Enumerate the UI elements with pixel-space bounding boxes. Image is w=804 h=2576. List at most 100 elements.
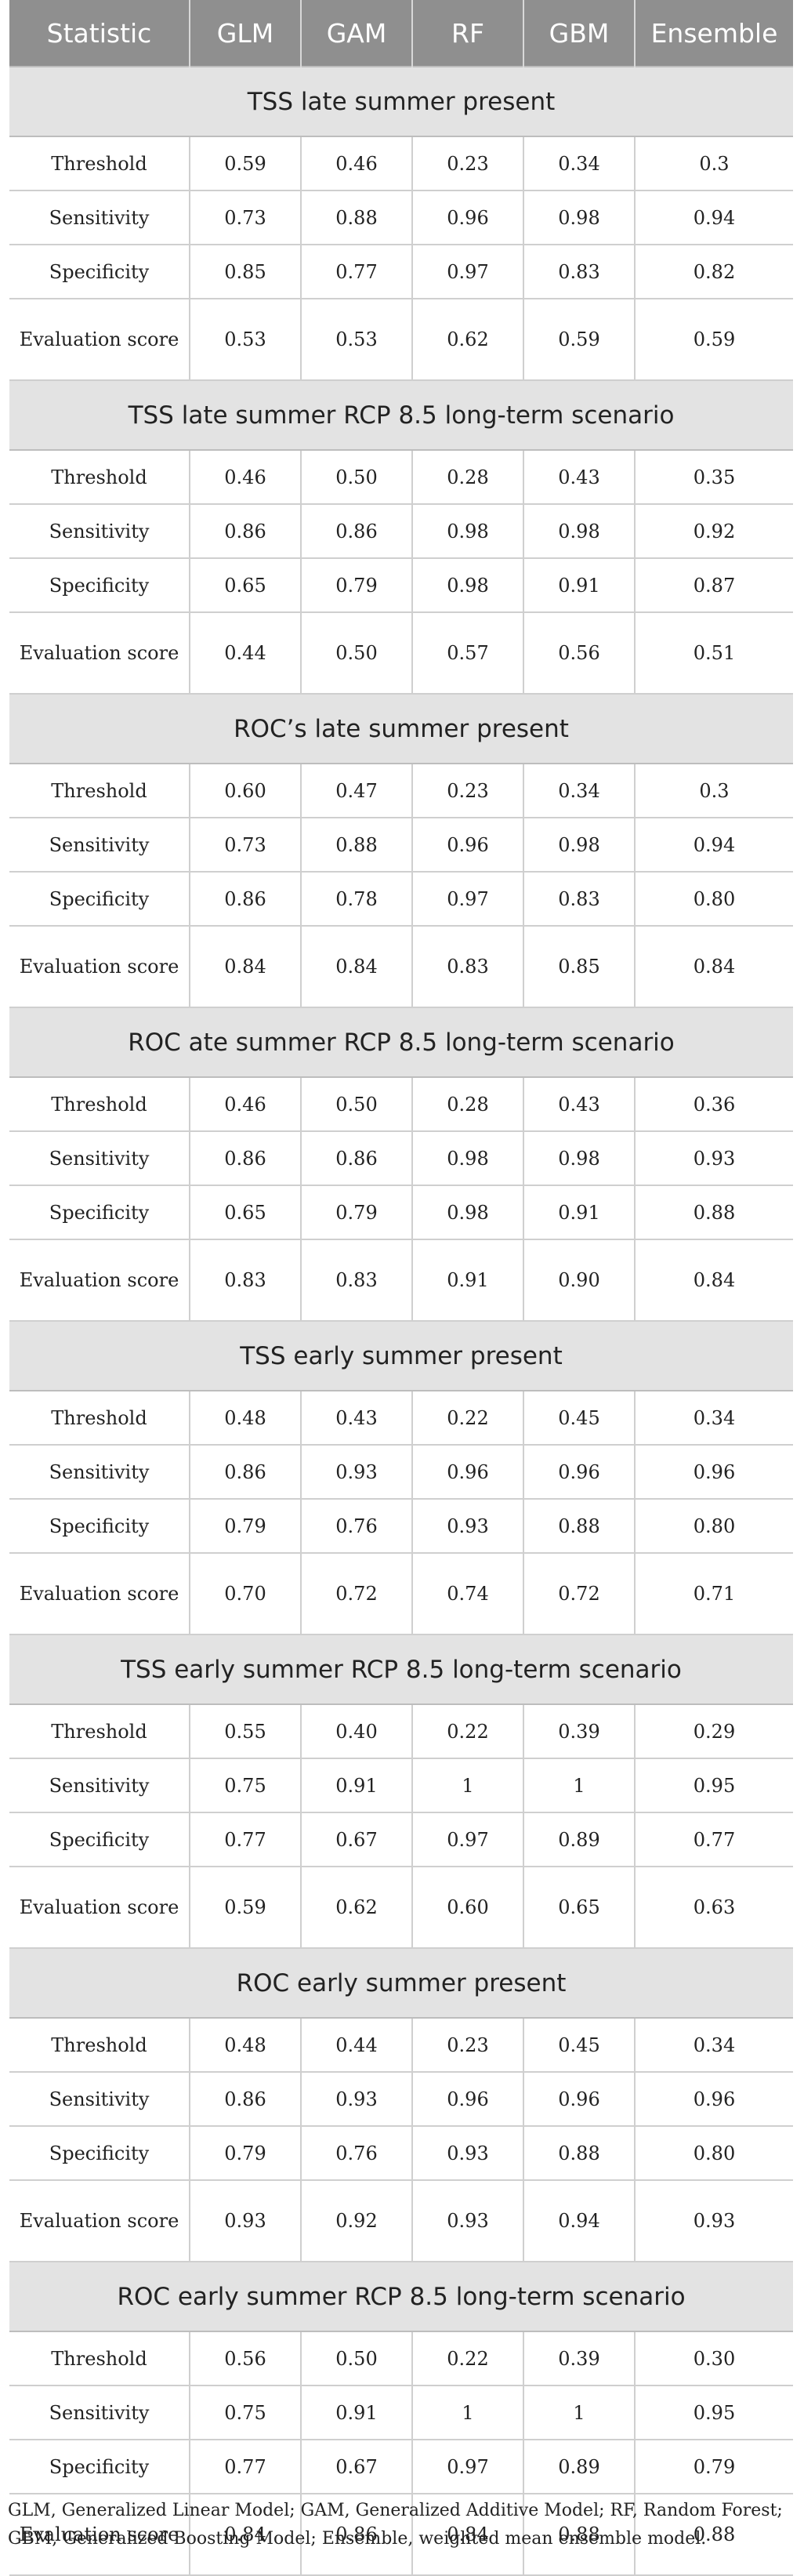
glm-value: 0.79 bbox=[189, 2126, 301, 2181]
gbm-value: 0.91 bbox=[523, 1185, 635, 1240]
rf-value: 0.98 bbox=[411, 1185, 523, 1240]
gam-value: 0.88 bbox=[300, 190, 412, 245]
section-title: TSS early summer present bbox=[9, 1320, 793, 1391]
gbm-value: 0.45 bbox=[523, 2018, 635, 2073]
gam-value: 0.84 bbox=[300, 926, 412, 1008]
gam-value: 0.50 bbox=[300, 1077, 412, 1132]
gam-value: 0.62 bbox=[300, 1867, 412, 1949]
table-row: Sensitivity 0.86 0.86 0.98 0.98 0.92 bbox=[9, 504, 793, 559]
gbm-value: 0.91 bbox=[523, 558, 635, 613]
section-title: TSS late summer RCP 8.5 long-term scenar… bbox=[9, 379, 793, 451]
ensemble-value: 0.94 bbox=[634, 190, 793, 245]
section-title: ROC early summer present bbox=[9, 1947, 793, 2019]
table-row: Threshold 0.60 0.47 0.23 0.34 0.3 bbox=[9, 764, 793, 818]
statistic-label: Sensitivity bbox=[9, 818, 190, 873]
gam-value: 0.67 bbox=[300, 1812, 412, 1867]
rf-value: 0.23 bbox=[411, 764, 523, 818]
glm-value: 0.44 bbox=[189, 612, 301, 695]
ensemble-value: 0.80 bbox=[634, 1499, 793, 1554]
section-header-row: ROC ate summer RCP 8.5 long-term scenari… bbox=[9, 1007, 793, 1078]
gbm-value: 0.43 bbox=[523, 450, 635, 505]
ensemble-value: 0.34 bbox=[634, 1391, 793, 1446]
statistic-label: Threshold bbox=[9, 764, 190, 818]
table-row: Sensitivity 0.75 0.91 1 1 0.95 bbox=[9, 1758, 793, 1813]
gbm-value: 0.88 bbox=[523, 2494, 635, 2576]
glm-value: 0.93 bbox=[189, 2180, 301, 2262]
ensemble-value: 0.34 bbox=[634, 2018, 793, 2073]
ensemble-value: 0.96 bbox=[634, 1445, 793, 1500]
table-row: Threshold 0.59 0.46 0.23 0.34 0.3 bbox=[9, 136, 793, 191]
glm-value: 0.84 bbox=[189, 2494, 301, 2576]
gbm-value: 0.65 bbox=[523, 1867, 635, 1949]
section-title: TSS early summer RCP 8.5 long-term scena… bbox=[9, 1634, 793, 1705]
glm-value: 0.65 bbox=[189, 558, 301, 613]
ensemble-value: 0.82 bbox=[634, 245, 793, 299]
section-header-row: TSS late summer present bbox=[9, 66, 793, 137]
gbm-value: 0.43 bbox=[523, 1077, 635, 1132]
statistic-label: Threshold bbox=[9, 450, 190, 505]
ensemble-value: 0.84 bbox=[634, 1239, 793, 1322]
gam-value: 0.91 bbox=[300, 2386, 412, 2440]
gbm-value: 0.59 bbox=[523, 299, 635, 381]
section-header-row: ROC early summer present bbox=[9, 1947, 793, 2019]
rf-value: 0.28 bbox=[411, 1077, 523, 1132]
glm-value: 0.73 bbox=[189, 818, 301, 873]
ensemble-value: 0.80 bbox=[634, 872, 793, 927]
ensemble-value: 0.77 bbox=[634, 1812, 793, 1867]
gam-value: 0.88 bbox=[300, 818, 412, 873]
gam-value: 0.76 bbox=[300, 2126, 412, 2181]
table-footnote: GLM, Generalized Linear Model; GAM, Gene… bbox=[8, 2501, 783, 2549]
rf-value: 0.62 bbox=[411, 299, 523, 381]
gbm-value: 0.98 bbox=[523, 190, 635, 245]
gbm-value: 0.96 bbox=[523, 2072, 635, 2127]
header-row: Statistic GLM GAM RF GBM Ensemble bbox=[9, 0, 793, 67]
rf-value: 0.22 bbox=[411, 1391, 523, 1446]
gam-value: 0.67 bbox=[300, 2440, 412, 2494]
glm-value: 0.86 bbox=[189, 1445, 301, 1500]
glm-value: 0.65 bbox=[189, 1185, 301, 1240]
statistic-label: Sensitivity bbox=[9, 1758, 190, 1813]
ensemble-value: 0.92 bbox=[634, 504, 793, 559]
table-row: Threshold 0.55 0.40 0.22 0.39 0.29 bbox=[9, 1704, 793, 1759]
table-row: Evaluation score 0.84 0.84 0.83 0.85 0.84 bbox=[9, 926, 793, 1008]
statistic-label: Evaluation score bbox=[9, 926, 190, 1008]
gam-value: 0.79 bbox=[300, 1185, 412, 1240]
gbm-value: 0.45 bbox=[523, 1391, 635, 1446]
gam-value: 0.53 bbox=[300, 299, 412, 381]
rf-value: 0.98 bbox=[411, 504, 523, 559]
table-row: Threshold 0.46 0.50 0.28 0.43 0.35 bbox=[9, 450, 793, 505]
table-row: Evaluation score 0.93 0.92 0.93 0.94 0.93 bbox=[9, 2180, 793, 2262]
table-row: Evaluation score 0.84 0.86 0.84 0.88 0.88 bbox=[9, 2494, 793, 2576]
gbm-value: 0.94 bbox=[523, 2180, 635, 2262]
ensemble-value: 0.88 bbox=[634, 1185, 793, 1240]
rf-value: 0.23 bbox=[411, 136, 523, 191]
glm-value: 0.48 bbox=[189, 1391, 301, 1446]
gbm-value: 0.34 bbox=[523, 136, 635, 191]
glm-value: 0.55 bbox=[189, 1704, 301, 1759]
gbm-value: 0.39 bbox=[523, 2331, 635, 2386]
table-row: Sensitivity 0.75 0.91 1 1 0.95 bbox=[9, 2386, 793, 2440]
gam-value: 0.78 bbox=[300, 872, 412, 927]
statistic-label: Evaluation score bbox=[9, 2180, 190, 2262]
table-row: Sensitivity 0.86 0.86 0.98 0.98 0.93 bbox=[9, 1131, 793, 1186]
section-header-row: TSS early summer present bbox=[9, 1320, 793, 1391]
gam-value: 0.77 bbox=[300, 245, 412, 299]
table-row: Threshold 0.56 0.50 0.22 0.39 0.30 bbox=[9, 2331, 793, 2386]
ensemble-value: 0.96 bbox=[634, 2072, 793, 2127]
rf-value: 0.97 bbox=[411, 245, 523, 299]
glm-value: 0.60 bbox=[189, 764, 301, 818]
glm-value: 0.86 bbox=[189, 504, 301, 559]
section-header-row: ROC early summer RCP 8.5 long-term scena… bbox=[9, 2261, 793, 2332]
table-row: Threshold 0.46 0.50 0.28 0.43 0.36 bbox=[9, 1077, 793, 1132]
rf-value: 1 bbox=[411, 2386, 523, 2440]
gbm-value: 0.83 bbox=[523, 245, 635, 299]
gbm-value: 0.88 bbox=[523, 2126, 635, 2181]
ensemble-value: 0.29 bbox=[634, 1704, 793, 1759]
statistic-label: Evaluation score bbox=[9, 299, 190, 381]
statistic-label: Threshold bbox=[9, 2018, 190, 2073]
ensemble-value: 0.94 bbox=[634, 818, 793, 873]
gbm-value: 0.88 bbox=[523, 1499, 635, 1554]
glm-value: 0.59 bbox=[189, 1867, 301, 1949]
glm-value: 0.56 bbox=[189, 2331, 301, 2386]
